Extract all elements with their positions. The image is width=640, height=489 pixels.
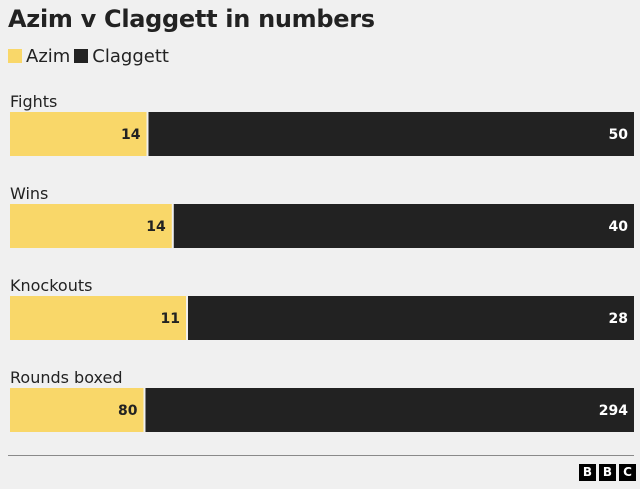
value-label-claggett-wins: 40 <box>609 219 629 235</box>
bar-claggett-knockouts <box>188 296 634 340</box>
bar-azim-wins <box>10 204 172 248</box>
value-label-azim-fights: 14 <box>121 127 141 143</box>
bbc-logo: B B C <box>579 464 636 481</box>
value-label-azim-wins: 14 <box>146 219 166 235</box>
bbc-logo-letter-3: C <box>619 464 636 481</box>
legend-item-claggett: Claggett <box>74 46 169 67</box>
bar-claggett-rounds-boxed <box>145 388 634 432</box>
bar-azim-knockouts <box>10 296 186 340</box>
value-label-azim-knockouts: 11 <box>161 311 180 327</box>
category-label-wins: Wins <box>10 184 48 203</box>
bar-claggett-fights <box>148 112 634 156</box>
value-label-claggett-fights: 50 <box>609 127 629 143</box>
legend-swatch-claggett <box>74 49 89 63</box>
value-label-azim-rounds-boxed: 80 <box>118 403 138 419</box>
legend-swatch-azim <box>8 49 22 63</box>
category-label-knockouts: Knockouts <box>10 276 92 295</box>
category-label-fights: Fights <box>10 92 57 111</box>
value-label-claggett-rounds-boxed: 294 <box>599 403 628 419</box>
legend: Azim Claggett <box>8 43 173 69</box>
value-label-claggett-knockouts: 28 <box>609 311 628 327</box>
bar-azim-fights <box>10 112 147 156</box>
category-label-rounds-boxed: Rounds boxed <box>10 368 122 387</box>
legend-item-azim: Azim <box>8 46 70 67</box>
bar-claggett-wins <box>173 204 634 248</box>
legend-label-claggett: Claggett <box>92 45 169 67</box>
bar-azim-rounds-boxed <box>10 388 144 432</box>
legend-label-azim: Azim <box>26 45 71 67</box>
chart-title: Azim v Claggett in numbers <box>8 5 375 33</box>
bbc-logo-letter-2: B <box>599 464 616 481</box>
footer-divider <box>8 455 634 456</box>
bbc-logo-letter-1: B <box>579 464 596 481</box>
